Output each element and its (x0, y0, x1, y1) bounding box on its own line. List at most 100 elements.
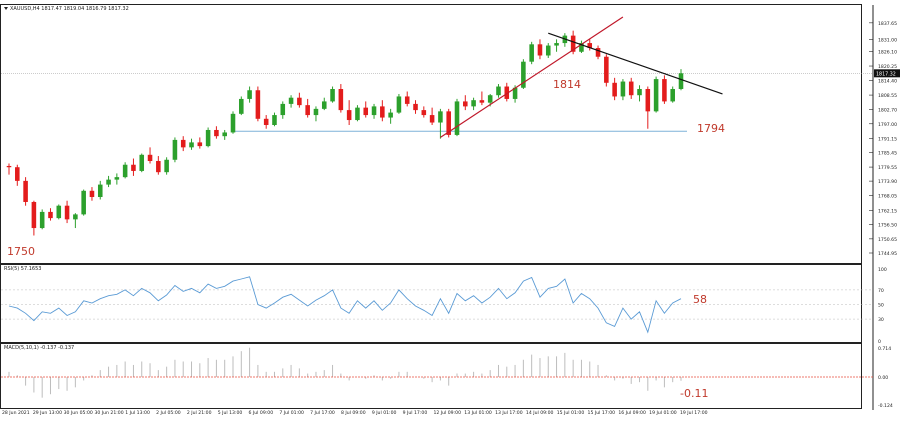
time-axis-label: 19 Jul 17:00 (680, 411, 708, 416)
price-pane[interactable]: 1837.65 1831.00 1826.10 1820.25 1814.40 1808.… (0, 4, 900, 265)
collapse-arrow-icon[interactable] (4, 7, 8, 10)
candle-bull (172, 139, 178, 160)
candle-bull (355, 107, 360, 121)
candle-bear (338, 89, 344, 111)
main-title: XAUUSD,H4 1817.47 1819.04 1816.79 1817.3… (4, 6, 129, 12)
candle-bull (280, 103, 286, 116)
candle-bull (97, 184, 103, 198)
price-axis-label: 1773.90 (878, 179, 897, 185)
candle-bear (131, 164, 136, 171)
candle-bull (313, 108, 319, 116)
candle-bear (64, 205, 70, 220)
candle-bull (73, 214, 78, 220)
candle-bear (297, 97, 302, 106)
time-axis-label: 14 Jul 09:00 (525, 411, 554, 416)
time-axis-label: 12 Jul 09:00 (433, 411, 461, 416)
candle-bear (463, 101, 468, 107)
macd-axis-label: 0.00 (878, 375, 888, 381)
candle-bull (247, 90, 252, 99)
candle-bear (404, 96, 410, 104)
macd-axis-label: 0.714 (878, 346, 891, 352)
time-axis-label: 7 Jul 17:00 (310, 411, 335, 416)
trendline-up (440, 16, 624, 138)
current-price-label: 1817.32 (876, 71, 896, 77)
candle-bear (595, 48, 601, 57)
time-axis-label: 6 Jul 09:00 (248, 411, 274, 416)
price-axis-label: 1820.25 (878, 64, 897, 70)
candle-bear (537, 44, 543, 56)
candle-bull (164, 159, 169, 173)
candle-bear (570, 35, 576, 52)
candle-bear (23, 180, 28, 202)
candle-bear (429, 115, 435, 123)
candle-bear (197, 142, 203, 147)
price-axis-label: 1797.00 (878, 122, 897, 128)
candle-bull (288, 97, 294, 104)
time-axis-label: 13 Jul 17:00 (495, 411, 523, 416)
price-axis-label: 1814.40 (878, 79, 897, 85)
time-axis-label: 2 Jul 05:00 (156, 411, 181, 416)
time-axis-label: 8 Jul 09:00 (341, 411, 366, 416)
candle-bear (89, 190, 95, 198)
price-axis-label: 1808.55 (878, 93, 897, 99)
candle-bear (147, 154, 153, 162)
candle-bull (396, 96, 402, 113)
time-axis-label: 9 Jul 17:00 (402, 411, 428, 416)
candle-bull (114, 177, 120, 180)
time-axis-label: 15 Jul 17:00 (587, 411, 616, 416)
candle-bear (662, 79, 667, 102)
candle-bull (330, 89, 335, 102)
annotation-rsi: 58 (693, 293, 707, 306)
candle-bull (579, 43, 584, 52)
rsi-axis-label: 70 (878, 288, 884, 294)
candle-bear (413, 103, 418, 111)
rsi-chart: 100 70 50 30 0 (1, 265, 887, 344)
price-axis-label: 1785.45 (878, 150, 897, 156)
rsi-axis-label: 50 (878, 303, 884, 309)
candle-bear (263, 118, 269, 126)
time-axis-label: 19 Jul 01:00 (649, 411, 677, 416)
candle-bear (504, 86, 510, 99)
price-axis-label: 1802.70 (878, 108, 897, 114)
rsi-axis-label: 30 (878, 317, 884, 323)
rsi-axis-label: 100 (878, 267, 887, 273)
time-axis-label: 2 Jul 21:00 (186, 411, 212, 416)
candle-bull (438, 111, 443, 123)
price-axis-label: 1762.15 (878, 208, 897, 214)
rsi-pane[interactable]: 100 70 50 30 0 RSI(5) 57.1653 (0, 264, 887, 344)
candle-bear (446, 111, 451, 135)
candle-bull (496, 86, 501, 96)
candle-bear (479, 100, 485, 103)
macd-title: MACD(5,10,1) -0.137 -0.137 (4, 345, 75, 351)
macd-pane[interactable]: 0.714 0.00 -0.124 MACD(5,10,1) -0.137 -0.1… (0, 343, 893, 410)
candle-bear (380, 106, 385, 118)
candle-bear (156, 161, 161, 173)
rsi-line (8, 276, 682, 334)
candle-bull (653, 79, 659, 112)
time-axis-label: 1 Jul 13:00 (125, 411, 150, 416)
candle-bull (205, 129, 211, 147)
time-axis-label: 15 Jul 01:00 (556, 411, 585, 416)
annotation-support: 1794 (697, 122, 725, 135)
candle-bull (122, 164, 128, 178)
price-axis-label: 1791.15 (878, 136, 897, 142)
candle-bear (15, 167, 20, 181)
candle-bull (81, 190, 86, 215)
candle-bull (272, 115, 277, 126)
time-axis-label: 28 Jun 2021 (2, 411, 30, 416)
candle-bull (39, 211, 45, 229)
candle-bear (645, 89, 651, 112)
candle-bull (637, 89, 642, 96)
annotation-low: 1750 (7, 245, 35, 258)
price-axis-label: 1756.50 (878, 222, 897, 228)
price-axis-label: 1768.05 (878, 194, 897, 200)
macd-axis-label: -0.124 (878, 403, 893, 409)
time-axis-label: 29 Jun 13:00 (32, 411, 62, 416)
candle-bear (6, 165, 12, 168)
candle-bull (106, 179, 111, 185)
time-axis-label: 30 Jun 05:00 (63, 411, 93, 416)
candle-bull (545, 45, 551, 56)
candle-bear (31, 201, 37, 229)
candle-bull (670, 89, 675, 102)
